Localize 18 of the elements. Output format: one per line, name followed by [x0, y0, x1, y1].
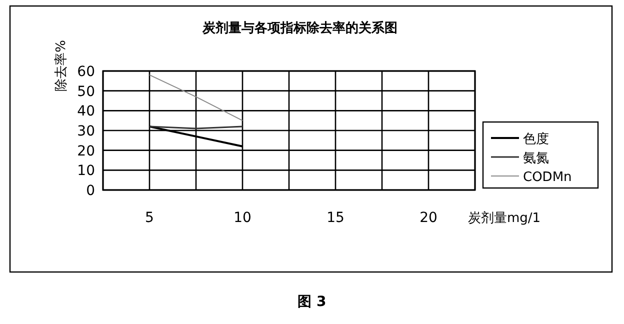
y-tick-label: 20 — [77, 143, 95, 160]
x-axis-title: 炭剂量mg/1 — [468, 210, 541, 226]
legend-label: 氨氮 — [523, 151, 549, 166]
y-tick-label: 10 — [77, 163, 95, 180]
legend-label: CODMn — [523, 170, 572, 185]
y-tick-label: 0 — [86, 183, 95, 199]
caption: 图 3 — [298, 294, 326, 310]
y-tick-label: 60 — [77, 64, 95, 80]
legend-label: 色度 — [523, 131, 549, 147]
x-tick-label: 20 — [420, 210, 438, 226]
x-tick-label: 10 — [234, 210, 252, 226]
x-tick-label: 5 — [145, 210, 154, 226]
y-tick-label: 40 — [77, 104, 95, 120]
y-tick-label: 30 — [77, 124, 95, 140]
y-tick-label: 50 — [77, 84, 95, 100]
chart-title: 炭剂量与各项指标除去率的关系图 — [202, 20, 398, 36]
x-tick-label: 15 — [326, 210, 344, 226]
y-axis-title: 除去率% — [53, 40, 69, 92]
